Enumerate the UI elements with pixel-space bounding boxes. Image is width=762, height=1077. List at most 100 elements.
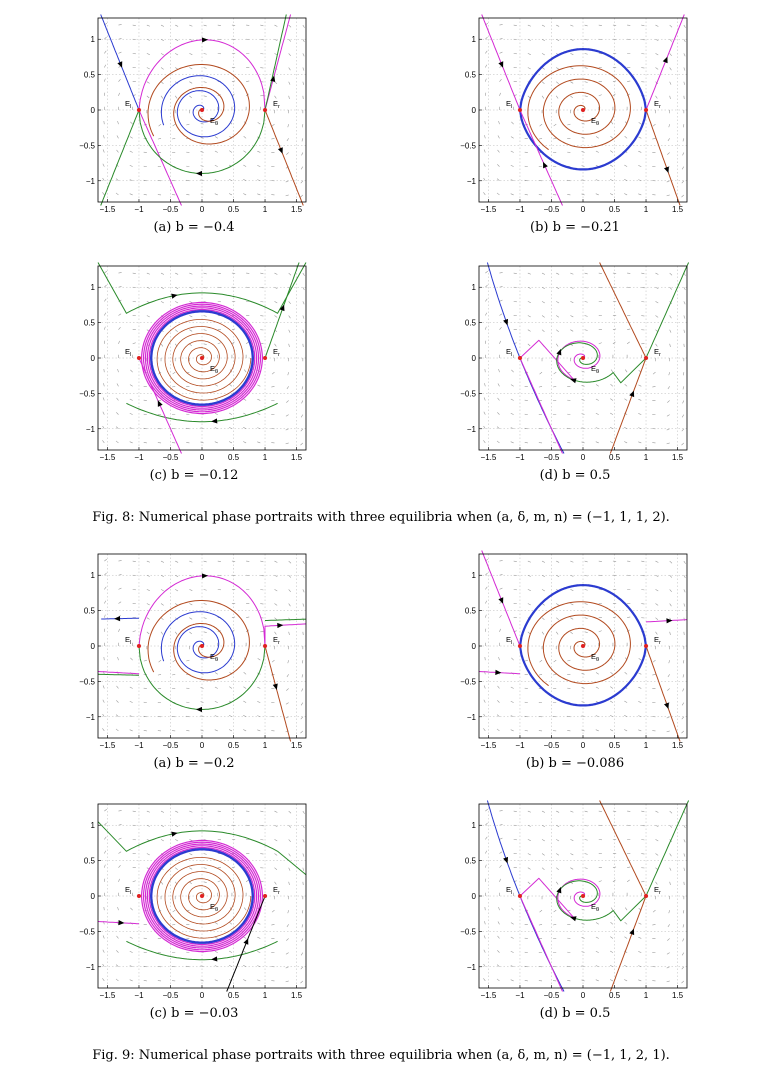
x-tick-label: 1.5 [672,453,684,462]
vector-field-arrow [117,121,119,125]
vector-field-arrow [189,81,193,84]
vector-field-arrow [160,574,165,577]
flow-arrow-icon [503,856,509,864]
y-tick-label: 1 [472,283,477,292]
vector-field-arrow [300,952,304,956]
vector-field-arrow [655,839,659,842]
equilibrium-point [581,108,585,112]
vector-field-arrow [638,179,642,182]
vector-field-arrow [175,24,179,27]
vector-field-arrow [581,951,585,953]
vector-field-arrow [301,924,304,928]
vector-field-arrow [146,574,150,577]
vector-field-arrow [638,122,642,125]
vector-field-arrow [483,728,486,732]
vector-field-arrow [200,658,204,661]
vector-field-arrow [189,301,193,303]
vector-field-arrow [485,836,488,840]
vector-field-arrow [612,80,617,82]
vector-field-arrow [641,286,645,289]
vector-field-arrow [541,603,545,606]
vector-field-arrow [652,674,656,676]
vector-field-arrow [612,629,616,633]
vector-field-arrow [274,286,278,289]
vector-field-arrow [271,138,275,140]
flow-arrow-icon [201,37,208,43]
vector-field-arrow [668,910,670,914]
vector-field-arrow [285,180,289,183]
vector-field-arrow [274,272,278,275]
vector-field-arrow [115,426,119,429]
vector-field-arrow [610,700,614,703]
vector-field-arrow [527,603,531,606]
x-tick-label: 1 [644,741,649,750]
trajectory-curve [100,109,140,206]
vector-field-arrow [189,329,193,332]
vector-field-arrow [200,715,204,718]
trajectory-curve [264,645,292,742]
vector-field-arrow [511,121,514,125]
vector-field-arrow [681,730,685,734]
flow-arrow-icon [270,75,276,83]
vector-field-arrow [132,286,136,289]
vector-field-arrow [189,286,193,289]
vector-field-arrow [567,715,571,718]
vector-field-arrow [556,574,560,577]
vector-field-arrow [570,617,574,620]
vector-field-arrow [669,631,671,636]
vector-field-arrow [513,824,517,827]
vector-field-arrow [638,150,642,153]
vector-field-arrow [510,136,514,139]
vector-field-arrow [300,966,304,970]
vector-field-arrow [229,686,233,689]
trajectory-curve [160,611,236,674]
vector-field-arrow [555,343,559,347]
x-tick-label: −1.5 [481,991,497,1000]
vector-field-arrow [214,193,218,196]
vector-field-arrow [104,558,108,562]
x-tick-label: −1.5 [481,205,497,214]
trajectory-curve [97,671,140,675]
vector-field-arrow [483,411,486,415]
vector-field-arrow [146,286,150,289]
vector-field-arrow [146,24,150,27]
vector-field-arrow [274,617,278,621]
vector-field-arrow [203,631,207,633]
vector-field-arrow [510,398,514,401]
vector-field-arrow [214,398,218,401]
vector-field-arrow [556,603,560,606]
vector-field-arrow [172,659,176,663]
vector-field-arrow [228,427,233,430]
vector-field-arrow [146,95,150,99]
vector-field-arrow [666,428,670,431]
panel-caption: (d) b = 0.5 [539,468,611,483]
limit-cycle-band [144,305,260,411]
vector-field-arrow [257,951,261,953]
vector-field-arrow [510,715,514,718]
vector-field-arrow [129,136,133,139]
vector-field-arrow [104,50,107,54]
x-tick-label: −0.5 [544,741,560,750]
vector-field-arrow [215,657,218,661]
vector-field-arrow [260,603,264,605]
vector-field-arrow [203,810,207,813]
vector-field-arrow [260,67,264,69]
y-tick-label: 0.5 [84,857,96,866]
vector-field-arrow [584,589,588,591]
vector-field-arrow [116,700,119,703]
vector-field-arrow [260,853,264,855]
vector-field-arrow [301,688,304,692]
vector-field-arrow [102,728,105,732]
x-tick-label: 1.5 [291,453,303,462]
equilibrium-point [200,356,204,360]
vector-field-arrow [214,672,218,675]
y-tick-label: 0 [91,642,96,651]
equilibrium-label: El [125,347,131,358]
vector-field-arrow [104,284,107,288]
vector-field-arrow [669,810,673,814]
vector-field-arrow [186,193,190,196]
equilibrium-point [136,894,141,898]
vector-field [483,270,686,446]
vector-field-arrow [541,560,546,563]
vector-field-arrow [104,572,107,576]
